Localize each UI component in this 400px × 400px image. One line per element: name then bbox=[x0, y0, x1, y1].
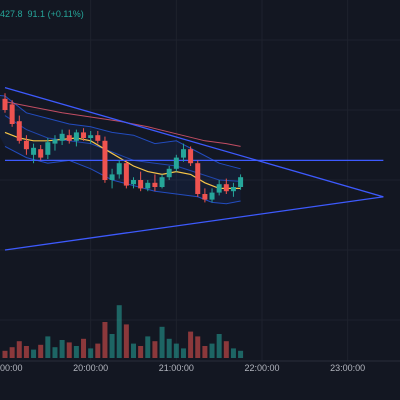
candle-body bbox=[52, 139, 58, 144]
candle-body bbox=[73, 132, 79, 141]
upper-moving-average bbox=[4, 101, 241, 147]
price-fragment: 427.8 bbox=[0, 9, 23, 19]
volume-bar bbox=[195, 336, 201, 358]
candle-body bbox=[109, 174, 115, 180]
candle-body bbox=[95, 135, 101, 141]
volume-bar bbox=[188, 331, 194, 358]
candle-body bbox=[145, 182, 151, 189]
grid bbox=[0, 0, 400, 361]
candle-body bbox=[173, 157, 179, 169]
volume-bar bbox=[9, 347, 15, 358]
candle-body bbox=[216, 184, 222, 193]
candle-body bbox=[116, 163, 122, 175]
volume-bar bbox=[102, 322, 108, 358]
candle-body bbox=[9, 104, 15, 124]
volume-bar bbox=[73, 346, 79, 358]
candle-body bbox=[38, 149, 44, 158]
volume-bar bbox=[38, 344, 44, 358]
volume-bar bbox=[81, 338, 87, 358]
time-axis-label: 22:00:00 bbox=[244, 363, 279, 373]
volume-bar bbox=[66, 342, 72, 358]
change-abs: 91.1 bbox=[27, 9, 46, 19]
volume-bar bbox=[230, 348, 236, 358]
candle-body bbox=[31, 147, 37, 155]
candle-body bbox=[238, 177, 244, 187]
price-readout: 427.8 91.1 (+0.11%) bbox=[0, 9, 84, 19]
candle-body bbox=[131, 180, 136, 185]
volume-bar bbox=[152, 341, 158, 358]
bollinger-fill bbox=[0, 95, 241, 204]
bollinger-upper bbox=[0, 95, 241, 170]
candle-body bbox=[16, 121, 22, 141]
volume-bar bbox=[202, 346, 208, 358]
candle-body bbox=[88, 135, 94, 138]
volume-bar bbox=[45, 336, 51, 358]
volume-bar bbox=[145, 336, 151, 358]
volume-bar bbox=[2, 350, 8, 358]
time-axis-label: 23:00:00 bbox=[330, 363, 365, 373]
volume-bar bbox=[116, 305, 122, 358]
volume-bar bbox=[109, 334, 115, 358]
time-axis-label: 21:00:00 bbox=[159, 363, 194, 373]
candle-body bbox=[2, 98, 8, 110]
trendline bbox=[4, 86, 384, 198]
volume-bar bbox=[88, 348, 94, 358]
candle-body bbox=[159, 177, 165, 187]
candle-body bbox=[166, 168, 172, 178]
volume-bar bbox=[95, 343, 101, 358]
volume-bar bbox=[52, 347, 58, 358]
volume-bars bbox=[2, 305, 244, 358]
volume-bar bbox=[223, 341, 229, 358]
volume-bar bbox=[16, 341, 22, 358]
volume-bar bbox=[180, 348, 186, 358]
candle-body bbox=[23, 140, 29, 150]
candle-body bbox=[195, 163, 201, 194]
candle-body bbox=[188, 149, 194, 164]
time-axis-label: 19:00:00 bbox=[0, 363, 23, 373]
volume-bar bbox=[238, 350, 244, 358]
candle-body bbox=[81, 132, 87, 138]
candle-body bbox=[123, 163, 129, 186]
candle-body bbox=[230, 187, 236, 192]
candle-body bbox=[45, 142, 51, 155]
volume-bar bbox=[159, 326, 165, 358]
volume-bar bbox=[59, 340, 65, 358]
volume-bar bbox=[209, 343, 215, 358]
candles bbox=[2, 93, 244, 203]
volume-bar bbox=[216, 334, 222, 358]
change-pct: (+0.11%) bbox=[47, 9, 84, 19]
time-axis-label: 20:00:00 bbox=[73, 363, 108, 373]
candle-body bbox=[152, 182, 158, 187]
volume-bar bbox=[31, 349, 37, 358]
candle-body bbox=[138, 180, 144, 189]
volume-bar bbox=[23, 346, 29, 358]
volume-bar bbox=[123, 324, 129, 358]
time-axis[interactable]: 19:00:00 20:00:00 21:00:00 22:00:00 23:00:00 bbox=[0, 363, 365, 373]
candle-body bbox=[209, 192, 215, 200]
volume-bar bbox=[166, 338, 172, 358]
volume-bar bbox=[173, 343, 179, 358]
bollinger-middle bbox=[4, 115, 241, 182]
candle-body bbox=[180, 149, 186, 158]
candle-body bbox=[202, 194, 208, 200]
candle-body bbox=[223, 184, 229, 192]
volume-bar bbox=[131, 343, 136, 358]
candle-body bbox=[66, 135, 72, 141]
volume-bar bbox=[138, 346, 144, 358]
candle-body bbox=[59, 133, 65, 141]
trendlines[interactable] bbox=[4, 86, 384, 251]
trendline bbox=[4, 196, 384, 251]
candle-body bbox=[102, 140, 108, 180]
